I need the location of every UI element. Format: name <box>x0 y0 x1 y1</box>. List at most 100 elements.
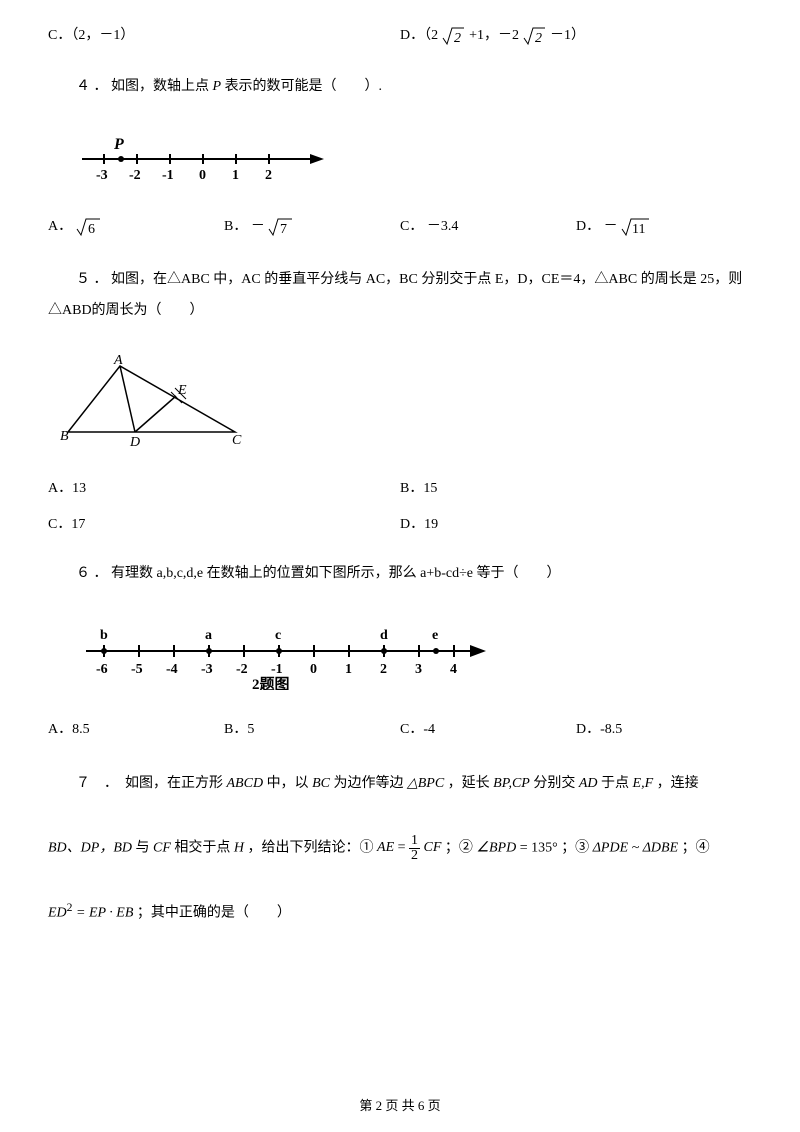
svg-text:D: D <box>129 435 140 449</box>
q7-line3: ED2 = EP · EB ；其中正确的是（ ） <box>48 895 752 929</box>
svg-text:2: 2 <box>265 168 272 183</box>
q4-stem-text2: 表示的数可能是（ ）. <box>225 79 383 94</box>
svg-text:11: 11 <box>632 222 645 237</box>
q7-bpcp: BP,CP <box>493 776 530 791</box>
q6-figure: -6 -5 -4 -3 -2 -1 0 1 2 3 4 b a c d e 2题图 <box>72 615 752 690</box>
q7-h: H <box>234 840 244 855</box>
q6-stem: ６ ． 有理数 a,b,c,d,e 在数轴上的位置如下图所示，那么 a+b-cd… <box>48 561 752 586</box>
sqrt-rad-2a: 2 <box>454 31 461 46</box>
q7-p3: 为边作等边 <box>333 776 403 791</box>
q6-opt-a: A．8.5 <box>48 722 90 737</box>
q7-p6: 于点 <box>601 776 629 791</box>
q7-epeb: = EP · EB <box>76 905 133 920</box>
svg-text:a: a <box>205 628 212 643</box>
svg-text:c: c <box>275 628 281 643</box>
svg-text:1: 1 <box>232 168 239 183</box>
q4-opt-c-label: C． <box>400 219 423 234</box>
q5-triangle-svg: A B C D E <box>60 354 255 449</box>
svg-text:4: 4 <box>450 662 457 677</box>
q4-opt-c: C． －3.4 <box>400 215 576 237</box>
sqrt-11: 11 <box>621 217 651 237</box>
q7-l2p6: ；③ <box>561 840 589 855</box>
q4-stem-text: ４ ． 如图，数轴上点 <box>76 79 209 94</box>
q4-opt-a-label: A． <box>48 219 72 234</box>
sqrt-2-a: 2 <box>442 26 466 46</box>
q4-numberline-svg: -3 -2 -1 0 1 2 P <box>72 127 332 187</box>
q7-sim: ΔPDE ~ ΔDBE <box>593 840 678 855</box>
footer-text: 第 2 页 共 6 页 <box>359 1098 440 1113</box>
q4-options: A． 6 B． － 7 C． －3.4 D． － 11 <box>48 215 752 237</box>
q4-opt-a: A． 6 <box>48 215 224 237</box>
q7-ad: AD <box>579 776 598 791</box>
sqrt-2-b: 2 <box>523 26 547 46</box>
q7-l2p3: 相交于点 <box>174 840 230 855</box>
q7-p2: 中，以 <box>267 776 309 791</box>
q5-opt-b: B．15 <box>400 481 437 496</box>
q3-opt-c: C．（2，－1） <box>48 24 400 46</box>
svg-text:-5: -5 <box>131 662 143 677</box>
neg-b: － <box>251 219 265 234</box>
q7-bc: BC <box>312 776 330 791</box>
q5-options-cd: C．17 D．19 <box>48 513 752 533</box>
svg-text:-1: -1 <box>271 662 283 677</box>
q7-cf: CF <box>153 840 171 855</box>
svg-text:-3: -3 <box>201 662 213 677</box>
q7-l3p3: ；其中正确的是（ ） <box>137 905 291 920</box>
q6-opt-c: C．-4 <box>400 722 435 737</box>
q7-ef: E,F <box>633 776 654 791</box>
q3-opt-d-mid: +1，－2 <box>469 28 519 43</box>
q7-ae: AE <box>377 830 394 866</box>
q4-P: P <box>213 79 222 94</box>
sqrt-rad-2b: 2 <box>535 31 542 46</box>
q6-numberline-svg: -6 -5 -4 -3 -2 -1 0 1 2 3 4 b a c d e 2题图 <box>72 615 492 690</box>
svg-text:-4: -4 <box>166 662 178 677</box>
q7-stem: ７ ． 如图，在正方形 ABCD 中，以 BC 为边作等边 △BPC ，延长 B… <box>48 766 752 802</box>
sqrt-6: 6 <box>76 217 102 237</box>
q3-opt-d: D．（2 2 +1，－2 2 －1） <box>400 24 752 46</box>
svg-text:C: C <box>232 433 242 448</box>
svg-text:1: 1 <box>345 662 352 677</box>
q6-opt-d: D．-8.5 <box>576 722 622 737</box>
q7-half: 1 2 <box>409 834 420 863</box>
q4-opt-d-label: D． <box>576 219 600 234</box>
svg-text:-6: -6 <box>96 662 108 677</box>
svg-text:P: P <box>113 136 124 153</box>
svg-text:e: e <box>432 628 438 643</box>
q6-caption: 2题图 <box>252 676 290 690</box>
q6-options: A．8.5 B．5 C．-4 D．-8.5 <box>48 718 752 738</box>
svg-text:3: 3 <box>415 662 422 677</box>
q5-stem: ５ ． 如图，在△ABC 中，AC 的垂直平分线与 AC，BC 分别交于点 E，… <box>48 265 752 327</box>
q7-line2: BD、DP，BD 与 CF 相交于点 H ，给出下列结论：① AE = 1 2 … <box>48 830 752 867</box>
q7-cf2: CF <box>424 830 442 866</box>
q7-p5: 分别交 <box>533 776 575 791</box>
q7-ed: ED <box>48 905 67 920</box>
q4-figure: -3 -2 -1 0 1 2 P <box>72 127 752 187</box>
svg-text:-2: -2 <box>236 662 248 677</box>
q3-options-cd: C．（2，－1） D．（2 2 +1，－2 2 －1） <box>48 24 752 46</box>
q7-ang: ∠BPD <box>476 840 516 855</box>
q4-opt-b-label: B． <box>224 219 247 234</box>
q7-l2p4: ，给出下列结论：① <box>248 840 374 855</box>
half-n: 1 <box>409 834 420 849</box>
q7-p1: ７ ． 如图，在正方形 <box>76 776 223 791</box>
q7-p4: ，延长 <box>448 776 490 791</box>
svg-text:A: A <box>113 354 123 368</box>
q7-135: = 135° <box>520 840 558 855</box>
q5-opt-c: C．17 <box>48 517 85 532</box>
q4-opt-c-val: －3.4 <box>427 219 459 234</box>
eq1: = <box>398 830 406 866</box>
svg-text:d: d <box>380 628 388 643</box>
svg-text:E: E <box>177 383 187 398</box>
q6-stem-text: ６ ． 有理数 a,b,c,d,e 在数轴上的位置如下图所示，那么 a+b-cd… <box>76 566 561 581</box>
svg-text:-3: -3 <box>96 168 108 183</box>
svg-text:b: b <box>100 628 108 643</box>
svg-text:2: 2 <box>380 662 387 677</box>
q7-l2p5: ；② <box>445 840 473 855</box>
q3-opt-c-text: C．（2，－1） <box>48 28 134 43</box>
svg-text:0: 0 <box>199 168 206 183</box>
q7-bpc: △BPC <box>407 776 444 791</box>
q7-abcd: ABCD <box>227 776 264 791</box>
svg-text:-1: -1 <box>162 168 174 183</box>
svg-text:-2: -2 <box>129 168 141 183</box>
svg-text:0: 0 <box>310 662 317 677</box>
